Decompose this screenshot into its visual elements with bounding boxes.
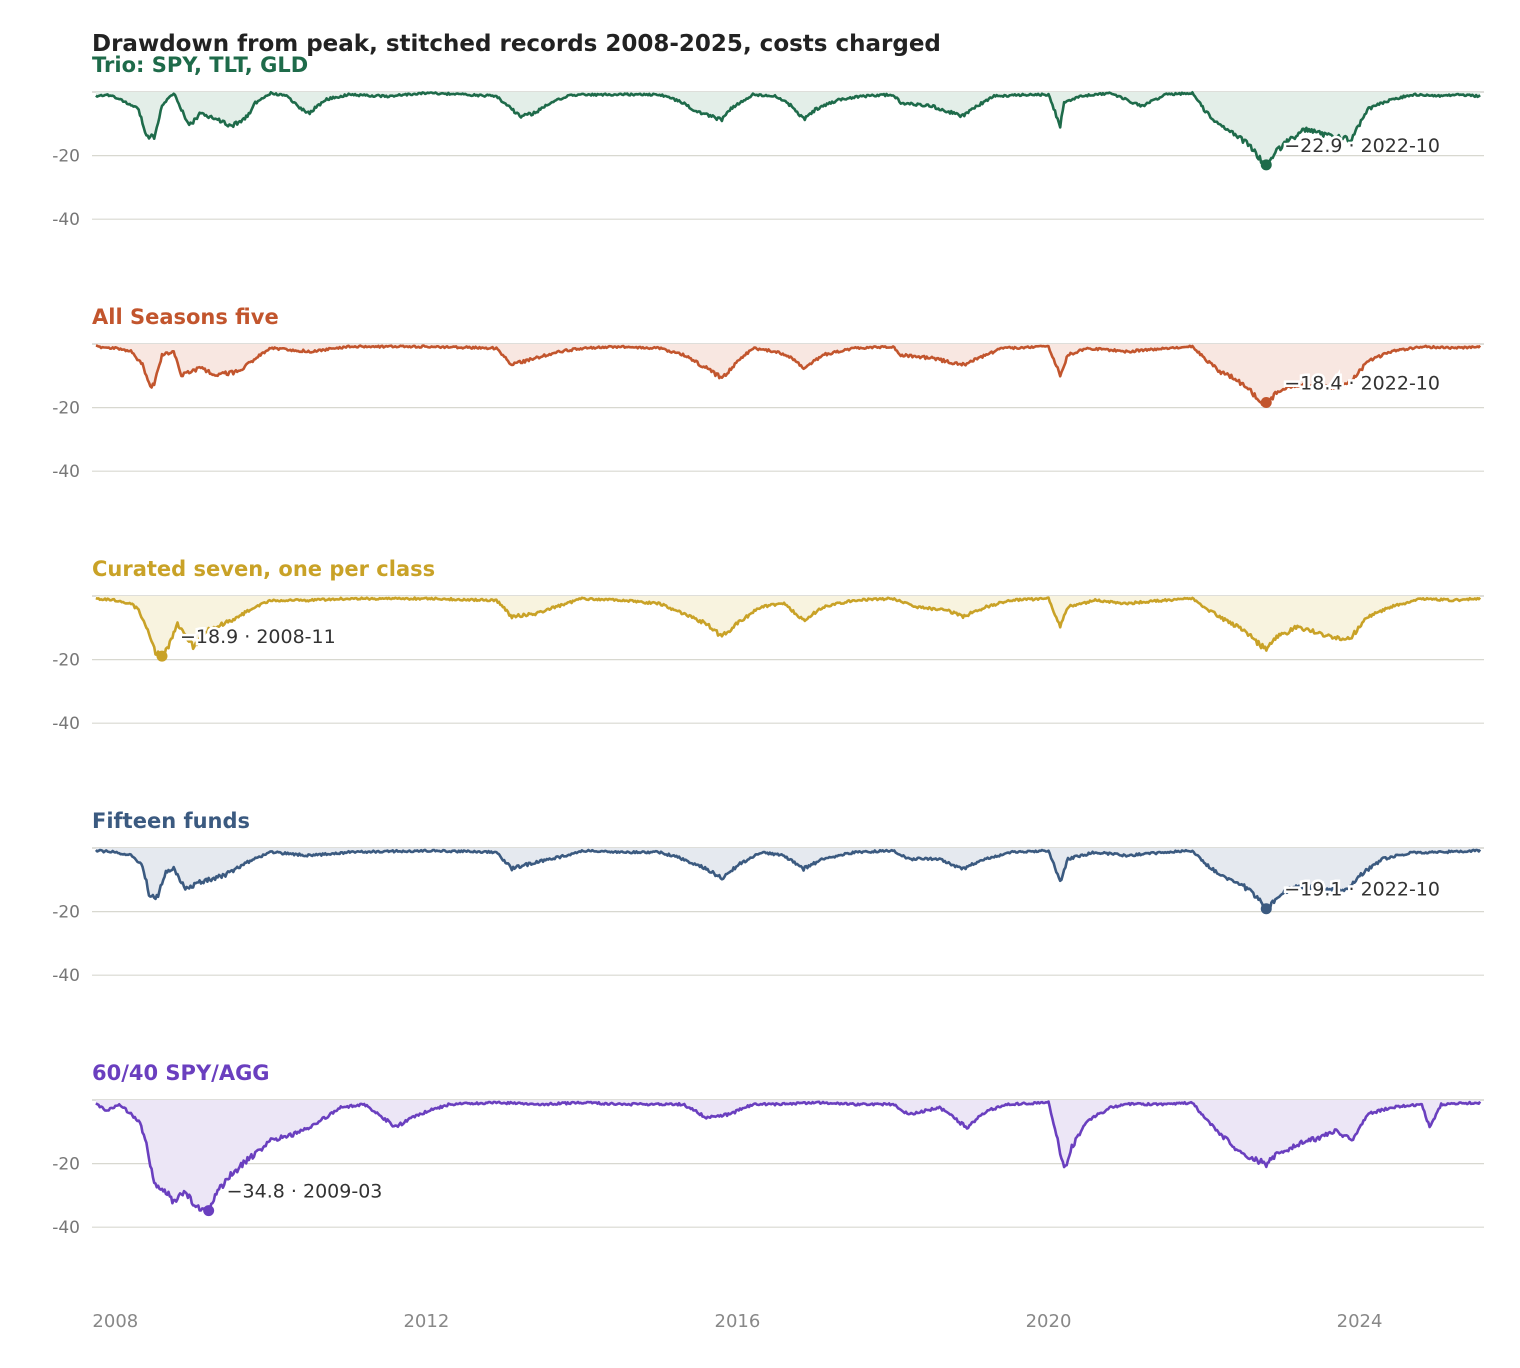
y-tick-label: -20 [52, 903, 80, 923]
y-tick-label: -40 [52, 714, 80, 734]
drawdown-area [95, 344, 1481, 406]
drawdown-line [95, 1100, 1482, 1216]
trough-point [203, 1205, 215, 1217]
y-tick-label: -40 [52, 1218, 80, 1238]
trough-point [156, 650, 168, 662]
y-tick-label: -20 [52, 147, 80, 167]
drawdown-line [95, 596, 1482, 662]
y-tick-label: -40 [52, 210, 80, 230]
panel-title: Curated seven, one per class [92, 557, 435, 581]
trough-label: −19.1 · 2022-10 [1284, 879, 1440, 901]
panel-title: Fifteen funds [92, 809, 250, 833]
x-tick-label: 2016 [715, 1311, 761, 1332]
y-tick-label: -40 [52, 462, 80, 482]
y-tick-label: -20 [52, 651, 80, 671]
trough-label: −18.4 · 2022-10 [1284, 373, 1440, 395]
trough-point [1260, 903, 1272, 915]
y-tick-label: -40 [52, 966, 80, 986]
trough-label: −18.9 · 2008-11 [180, 626, 336, 648]
trough-label: −34.8 · 2009-03 [227, 1181, 383, 1203]
drawdown-line [95, 344, 1482, 407]
x-tick-label: 2024 [1337, 1311, 1383, 1332]
x-tick-label: 2020 [1026, 1311, 1072, 1332]
chart-title: Drawdown from peak, stitched records 200… [92, 31, 941, 57]
panel-title: All Seasons five [92, 305, 279, 329]
drawdown-area [95, 848, 1481, 912]
drawdown-line [94, 848, 1482, 913]
trough-label: −22.9 · 2022-10 [1284, 135, 1440, 157]
drawdown-area [95, 1100, 1481, 1215]
y-tick-label: -20 [52, 399, 80, 419]
y-tick-label: -20 [52, 1155, 80, 1175]
trough-point [1260, 159, 1272, 171]
drawdown-line [95, 91, 1481, 169]
x-tick-label: 2012 [403, 1311, 449, 1332]
panel-title: 60/40 SPY/AGG [92, 1061, 270, 1085]
drawdown-area [95, 92, 1481, 168]
drawdown-area [95, 596, 1481, 661]
x-tick-label: 2008 [92, 1311, 138, 1332]
trough-point [1260, 397, 1272, 409]
panel-title: Trio: SPY, TLT, GLD [92, 53, 308, 77]
